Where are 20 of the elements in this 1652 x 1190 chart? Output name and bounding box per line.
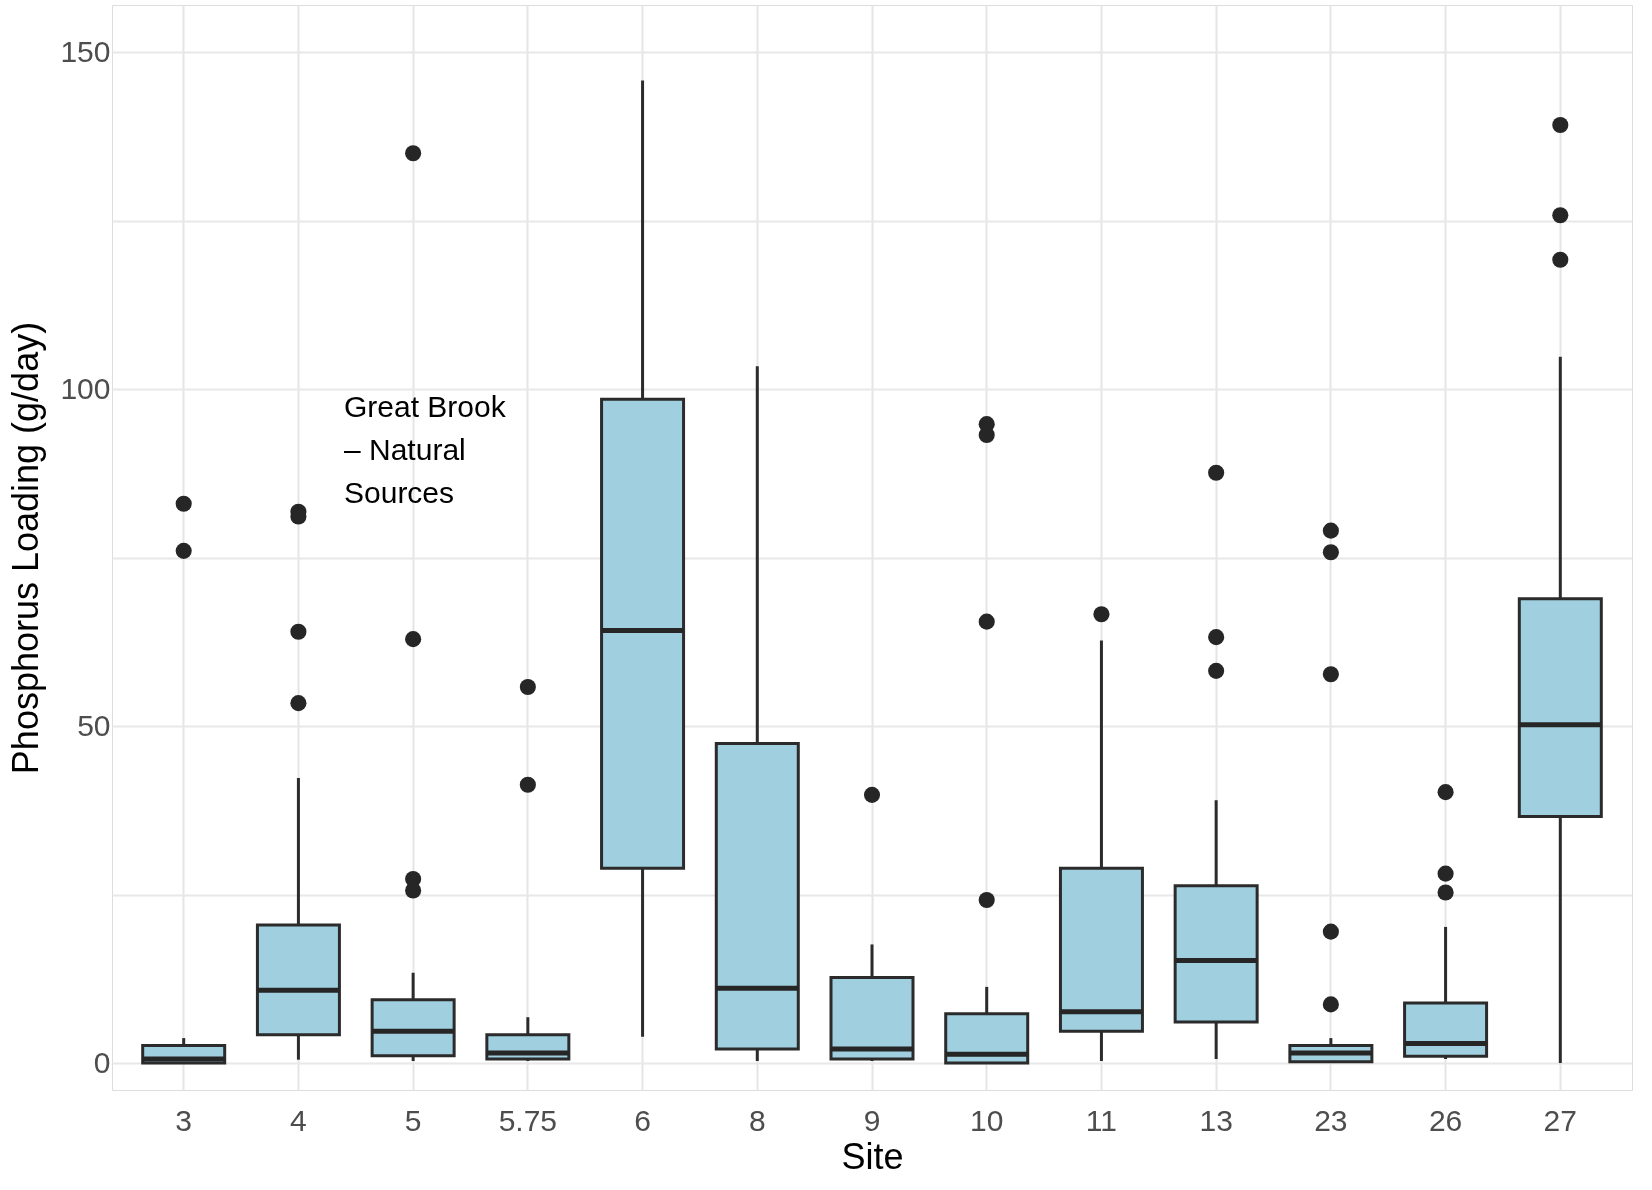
x-tick-label: 3 [175, 1103, 193, 1137]
x-tick-label: 10 [970, 1103, 1004, 1137]
x-tick-label: 23 [1314, 1103, 1348, 1137]
y-tick-label: 150 [60, 34, 111, 68]
x-tick-label: 6 [634, 1103, 651, 1137]
x-tick-label: 5.75 [498, 1103, 558, 1137]
annotation: Great Brook – Natural Sources [344, 390, 507, 509]
x-tick-label: 11 [1085, 1103, 1118, 1137]
x-tick-label: 9 [863, 1103, 881, 1137]
x-tick-label: 4 [290, 1103, 307, 1137]
x-tick-label: 27 [1543, 1103, 1577, 1137]
x-axis-title: Site [841, 1135, 904, 1177]
x-tick-label: 5 [404, 1103, 422, 1137]
y-tick-label: 50 [77, 708, 111, 742]
y-tick-label: 0 [93, 1045, 111, 1079]
x-tick-label: 13 [1199, 1103, 1233, 1137]
x-tick-label: 8 [748, 1103, 766, 1137]
y-axis-title: Phosphorus Loading (g/day) [5, 321, 47, 775]
y-tick-label: 100 [60, 371, 111, 405]
x-tick-label: 26 [1428, 1103, 1463, 1137]
